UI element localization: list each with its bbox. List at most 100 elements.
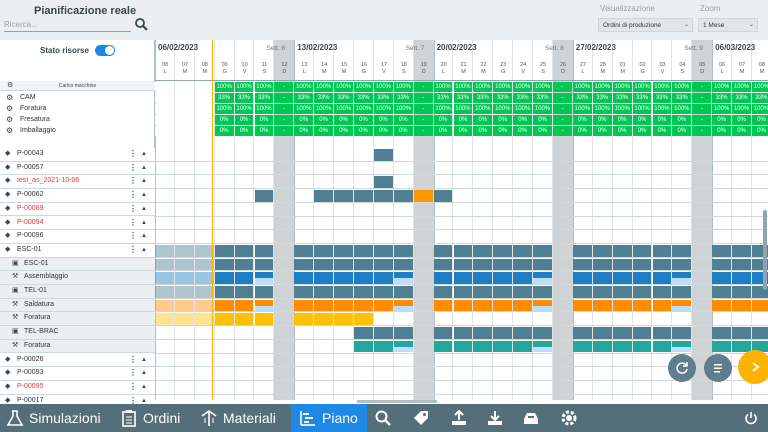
schedule-bar[interactable]: [453, 272, 473, 284]
schedule-bar[interactable]: [612, 272, 632, 284]
schedule-bar[interactable]: [314, 190, 334, 202]
schedule-bar[interactable]: [632, 244, 652, 257]
schedule-bar[interactable]: [234, 272, 254, 284]
order-row[interactable]: ▣ TEL-BRAC: [0, 326, 155, 340]
schedule-bar[interactable]: [612, 340, 632, 353]
schedule-bar[interactable]: [194, 244, 214, 257]
schedule-bar[interactable]: [672, 244, 692, 257]
schedule-bar[interactable]: [373, 272, 393, 284]
schedule-bar[interactable]: [155, 286, 174, 298]
schedule-bar[interactable]: [294, 258, 314, 271]
schedule-bar[interactable]: [752, 327, 768, 339]
schedule-bar[interactable]: [214, 286, 234, 298]
schedule-bar[interactable]: [254, 278, 274, 284]
schedule-bar[interactable]: [393, 258, 413, 271]
schedule-bar[interactable]: [732, 258, 751, 271]
schedule-bar[interactable]: [194, 272, 214, 284]
schedule-bar[interactable]: [672, 286, 692, 298]
schedule-bar[interactable]: [354, 286, 373, 298]
schedule-bar[interactable]: [294, 244, 314, 257]
schedule-bar[interactable]: [513, 272, 533, 284]
schedule-bar[interactable]: [453, 340, 473, 353]
search-icon[interactable]: [134, 17, 148, 31]
schedule-bar[interactable]: [393, 286, 413, 298]
schedule-bar[interactable]: [473, 299, 493, 312]
more-options-icon[interactable]: ⋮: [129, 190, 137, 200]
schedule-bar[interactable]: [712, 340, 732, 353]
schedule-bar[interactable]: [155, 299, 174, 312]
order-row[interactable]: ◆ P-00094 ⋮ ▲: [0, 216, 155, 231]
schedule-bar[interactable]: [433, 340, 453, 353]
order-row[interactable]: ◆ P-00057 ⋮ ▲: [0, 161, 155, 176]
schedule-bar[interactable]: [712, 244, 732, 257]
schedule-bar[interactable]: [652, 340, 672, 353]
schedule-bar[interactable]: [373, 176, 393, 189]
order-row[interactable]: ▣ TEL-01: [0, 285, 155, 299]
schedule-bar[interactable]: [592, 299, 612, 312]
schedule-bar[interactable]: [373, 149, 393, 161]
visualizzazione-select[interactable]: Ordini di produzione ⌄: [598, 18, 693, 32]
schedule-bar[interactable]: [294, 313, 314, 326]
schedule-bar[interactable]: [234, 286, 254, 298]
schedule-bar[interactable]: [712, 258, 732, 271]
schedule-bar[interactable]: [373, 286, 393, 298]
schedule-bar[interactable]: [354, 258, 373, 271]
schedule-bar[interactable]: [453, 299, 473, 312]
zoom-select[interactable]: 1 Mese ⌄: [698, 18, 758, 32]
schedule-bar[interactable]: [234, 313, 254, 326]
schedule-bar[interactable]: [174, 258, 194, 271]
schedule-bar[interactable]: [732, 299, 751, 312]
tab-materiali[interactable]: Materiali: [200, 404, 288, 432]
schedule-bar[interactable]: [612, 286, 632, 298]
schedule-bar[interactable]: [393, 244, 413, 257]
more-options-icon[interactable]: ⋮: [129, 149, 137, 158]
schedule-bar[interactable]: [752, 340, 768, 353]
chevron-up-icon[interactable]: ▲: [141, 383, 147, 390]
schedule-bar[interactable]: [453, 244, 473, 257]
schedule-bar[interactable]: [632, 299, 652, 312]
schedule-bar[interactable]: [155, 244, 174, 257]
schedule-bar[interactable]: [572, 272, 592, 284]
schedule-bar[interactable]: [493, 258, 513, 271]
order-row[interactable]: ◆ test_as_2021-10-06 ⋮ ▲: [0, 175, 155, 190]
schedule-bar[interactable]: [752, 272, 768, 284]
chevron-up-icon[interactable]: ▲: [141, 397, 147, 404]
schedule-bar[interactable]: [354, 190, 373, 202]
schedule-bar[interactable]: [533, 286, 552, 298]
schedule-bar[interactable]: [453, 286, 473, 298]
schedule-bar[interactable]: [533, 327, 552, 339]
schedule-bar[interactable]: [592, 272, 612, 284]
schedule-bar[interactable]: [732, 244, 751, 257]
schedule-bar[interactable]: [373, 327, 393, 339]
schedule-bar[interactable]: [234, 244, 254, 257]
chevron-up-icon[interactable]: ▲: [141, 246, 147, 253]
schedule-bar[interactable]: [194, 299, 214, 312]
order-row[interactable]: ◆ P-00043 ⋮ ▲: [0, 148, 155, 162]
schedule-bar[interactable]: [314, 286, 334, 298]
more-options-icon[interactable]: ⋮: [129, 231, 137, 241]
schedule-bar[interactable]: [672, 327, 692, 339]
vertical-scrollbar[interactable]: [763, 210, 767, 290]
schedule-bar[interactable]: [254, 244, 274, 257]
schedule-bar[interactable]: [294, 286, 314, 298]
schedule-bar[interactable]: [354, 340, 373, 353]
chevron-up-icon[interactable]: ▲: [141, 233, 147, 240]
schedule-bar[interactable]: [433, 299, 453, 312]
schedule-bar[interactable]: [314, 299, 334, 312]
stato-risorse-toggle[interactable]: [95, 45, 115, 56]
schedule-bar[interactable]: [334, 313, 353, 326]
schedule-bar[interactable]: [572, 244, 592, 257]
schedule-bar[interactable]: [334, 272, 353, 284]
more-options-icon[interactable]: ⋮: [129, 244, 137, 254]
horizontal-scrollbar[interactable]: [357, 400, 437, 403]
schedule-bar[interactable]: [234, 299, 254, 312]
schedule-bar[interactable]: [732, 340, 751, 353]
schedule-bar[interactable]: [334, 299, 353, 312]
schedule-bar[interactable]: [712, 272, 732, 284]
order-row[interactable]: ◆ P-00062 ⋮ ▲: [0, 189, 155, 203]
power-icon[interactable]: [744, 411, 758, 425]
schedule-bar[interactable]: [712, 299, 732, 312]
schedule-bar[interactable]: [533, 299, 552, 312]
schedule-bar[interactable]: [433, 190, 453, 202]
schedule-bar[interactable]: [533, 244, 552, 257]
